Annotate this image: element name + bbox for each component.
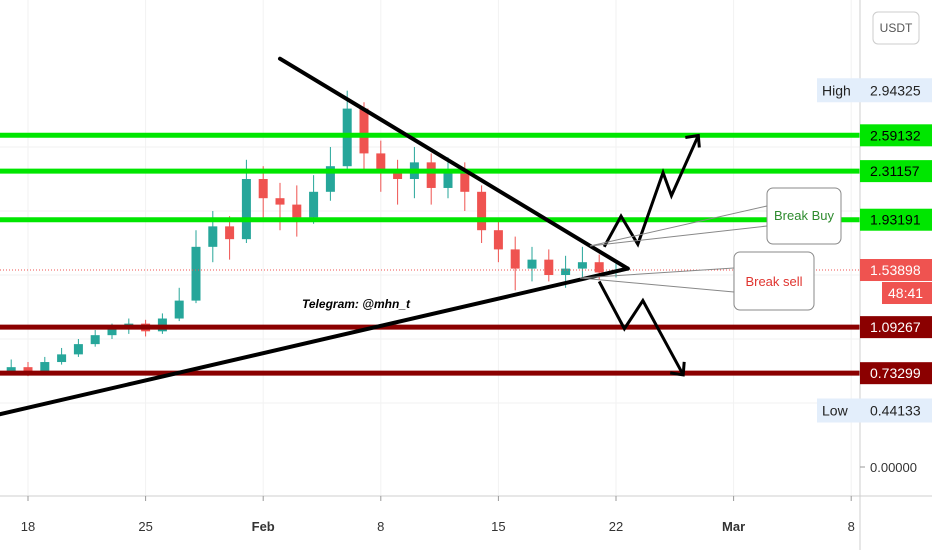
callout-boxes: Break Buy Break sell (579, 187, 842, 311)
price-level-label: 1.09267 (870, 319, 921, 335)
break-buy-pointer (589, 225, 768, 247)
break-buy-box (766, 187, 842, 245)
candle-body (292, 204, 302, 218)
y-tick-label: 0.00000 (870, 460, 917, 475)
price-level-box (860, 208, 932, 231)
candle-body (309, 191, 319, 218)
x-tick-label: 8 (377, 519, 384, 534)
candle-body (477, 191, 487, 231)
candle-body (594, 262, 604, 273)
price-axis-labels: 0.00000 2.59132 2.31157 1.93191 1.09267 0.732… (817, 78, 932, 475)
price-level-box (860, 124, 932, 147)
candle-body (393, 172, 403, 179)
last-price-box (860, 259, 932, 282)
price-level-label: 0.73299 (870, 365, 921, 381)
candle-body (493, 230, 503, 250)
x-tick-label: Feb (252, 519, 275, 534)
price-level-label: 2.31157 (870, 163, 920, 179)
break-buy-label: Break Buy (774, 208, 834, 223)
candle-body (510, 249, 520, 269)
candle-body (57, 354, 67, 363)
candle-body (174, 300, 184, 319)
candle-body (376, 153, 386, 173)
chart-grid (0, 0, 860, 496)
countdown-box (882, 282, 932, 305)
candle-body (460, 170, 470, 192)
candle-body (241, 179, 251, 240)
breakout-up-arrow (602, 134, 700, 248)
countdown-label: 48:41 (888, 285, 923, 301)
candle-body (275, 198, 285, 205)
x-tick-label: 18 (21, 519, 35, 534)
low-label-box (817, 398, 932, 423)
price-level-box (860, 362, 932, 385)
break-buy-pointer (589, 205, 768, 247)
last-price-label: 1.53898 (870, 262, 921, 278)
x-tick-label: 8 (848, 519, 855, 534)
high-value: 2.94325 (870, 82, 921, 98)
time-axis-labels: 18 25 Feb 8 15 22 Mar 8 (21, 496, 855, 534)
up-arrow-head (685, 133, 701, 148)
break-sell-pointer (579, 277, 735, 293)
x-tick-label: 25 (138, 519, 152, 534)
candle-body (258, 179, 268, 199)
candle-body (527, 259, 537, 269)
down-arrow-head (669, 361, 686, 377)
candle-body (191, 246, 201, 301)
price-level-lines (0, 89, 860, 412)
candle-body (426, 162, 436, 188)
candle-body (359, 108, 369, 154)
resistance-trendline (278, 56, 630, 271)
x-tick-label: Mar (722, 519, 745, 534)
support-trendline (0, 266, 630, 417)
break-sell-box (733, 251, 815, 311)
currency-badge[interactable]: USDT (872, 11, 920, 45)
candle-body (90, 335, 100, 345)
price-level-box (860, 316, 932, 339)
x-tick-label: 15 (491, 519, 505, 534)
high-label-box (817, 78, 932, 103)
break-sell-label: Break sell (745, 274, 802, 289)
candle-body (73, 344, 83, 355)
break-sell-pointer (579, 267, 735, 279)
candle-body (225, 226, 235, 240)
x-tick-label: 22 (609, 519, 623, 534)
high-label: High (822, 82, 851, 98)
candle-body (325, 166, 335, 192)
telegram-annotation: Telegram: @mhn_t (302, 297, 411, 311)
candle-body (6, 367, 16, 373)
trendline-drawings (0, 56, 701, 417)
candle-body (40, 362, 50, 371)
low-value: 0.44133 (870, 403, 921, 419)
candle-body (577, 262, 587, 269)
currency-badge-box[interactable] (872, 11, 920, 45)
breakdown-down-arrow (597, 280, 685, 376)
candle-body (443, 170, 453, 188)
candle-body (561, 268, 571, 275)
low-label: Low (822, 403, 849, 419)
currency-badge-label: USDT (880, 21, 913, 35)
candle-body (544, 259, 554, 275)
price-level-label: 2.59132 (870, 127, 921, 143)
candle-body (23, 367, 33, 371)
price-level-label: 1.93191 (870, 212, 921, 228)
candle-body (107, 328, 117, 336)
candle-body (208, 226, 218, 247)
price-level-box (860, 160, 932, 183)
